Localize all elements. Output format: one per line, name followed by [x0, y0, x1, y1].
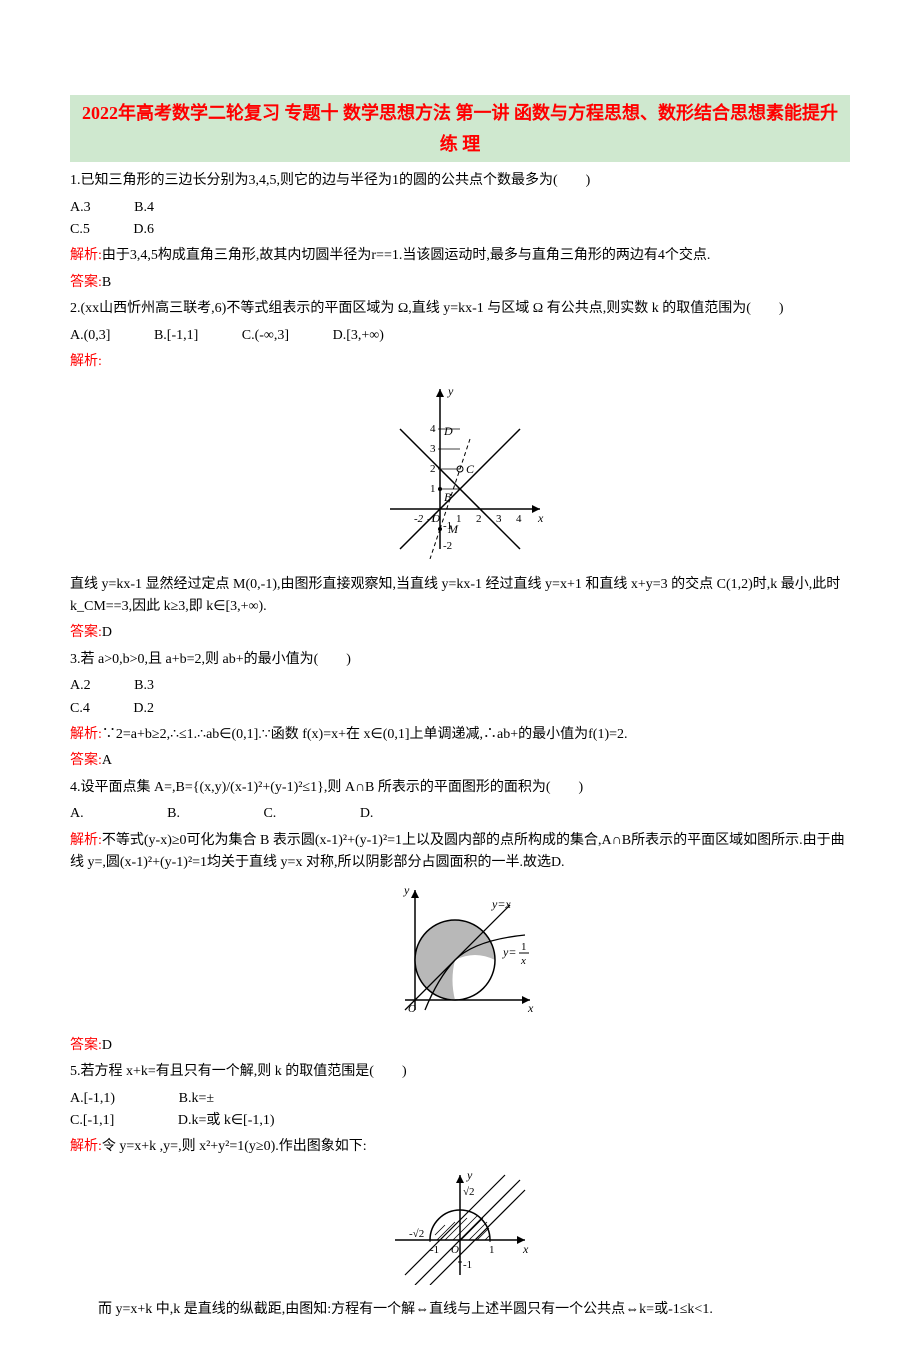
q2-text: 2.(xx山西忻州高三联考,6)不等式组表示的平面区域为 Ω,直线 y=kx-1… [70, 298, 850, 320]
q3-options: A.2 B.3 C.4 D.2 [70, 675, 850, 720]
q1-solution-text: 由于3,4,5构成直角三角形,故其内切圆半径为r==1.当该圆运动时,最多与直角… [102, 248, 710, 263]
q1-optB: B.4 [134, 197, 154, 219]
q5-solution-label: 解析: [70, 1139, 102, 1154]
svg-text:x: x [527, 1001, 534, 1015]
q4-figure: O x y y=x y= 1 x [70, 880, 850, 1028]
q4-answer-text: D [102, 1038, 112, 1053]
q4-answer: 答案:D [70, 1035, 850, 1057]
q5-optA: A.[-1,1) [70, 1088, 115, 1110]
svg-text:M: M [447, 522, 459, 536]
q2-answer-label: 答案: [70, 625, 102, 640]
q3-optD: D.2 [133, 698, 154, 720]
q2-answer-text: D [102, 625, 112, 640]
q5-figure: √2 -√2 -1 1 O -1 x y [70, 1165, 850, 1293]
q1-options: A.3 B.4 C.5 D.6 [70, 197, 850, 242]
svg-text:y: y [447, 384, 454, 398]
svg-text:x: x [520, 955, 526, 967]
q3-answer-text: A [102, 753, 112, 768]
q2-optC: C.(-∞,3] [242, 325, 289, 347]
q3-text: 3.若 a>0,b>0,且 a+b=2,则 ab+的最小值为( ) [70, 649, 850, 671]
q1-text: 1.已知三角形的三边长分别为3,4,5,则它的边与半径为1的圆的公共点个数最多为… [70, 170, 850, 192]
svg-text:2: 2 [476, 513, 482, 525]
svg-text:-1: -1 [463, 1259, 472, 1271]
q5-solution2: 而 y=x+k 中,k 是直线的纵截距,由图知:方程有一个解⇔直线与上述半圆只有… [70, 1299, 850, 1321]
q1-answer-label: 答案: [70, 275, 102, 290]
q5-solution-text1: 令 y=x+k ,y=,则 x²+y²=1(y≥0).作出图象如下: [102, 1139, 367, 1154]
svg-text:3: 3 [496, 513, 502, 525]
q5-options: A.[-1,1) B.k=± C.[-1,1] D.k=或 k∈[-1,1) [70, 1088, 850, 1133]
q1-optC: C.5 [70, 219, 90, 241]
q2-solution-text: 直线 y=kx-1 显然经过定点 M(0,-1),由图形直接观察知,当直线 y=… [70, 574, 850, 619]
q3-solution-label: 解析: [70, 727, 102, 742]
q3-solution-text: ∵2=a+b≥2,∴≤1.∴ab∈(0,1].∵函数 f(x)=x+在 x∈(0… [102, 727, 628, 742]
q4-solution-label: 解析: [70, 833, 102, 848]
q5-solution: 解析:令 y=x+k ,y=,则 x²+y²=1(y≥0).作出图象如下: [70, 1136, 850, 1158]
q5-optD: D.k=或 k∈[-1,1) [178, 1110, 275, 1132]
q4-options: A. B. C. D. [70, 803, 850, 825]
q5-text: 5.若方程 x+k=有且只有一个解,则 k 的取值范围是( ) [70, 1061, 850, 1083]
q4-text: 4.设平面点集 A=,B={(x,y)/(x-1)²+(y-1)²≤1},则 A… [70, 777, 850, 799]
svg-text:x: x [522, 1242, 529, 1256]
q4-optD: D. [360, 803, 374, 825]
svg-text:y: y [466, 1168, 473, 1182]
q1-solution-label: 解析: [70, 248, 102, 263]
q1-answer-text: B [102, 275, 111, 290]
svg-text:D: D [443, 424, 453, 438]
q4-optA: A. [70, 803, 84, 825]
q1-answer: 答案:B [70, 272, 850, 294]
svg-text:-2: -2 [443, 540, 452, 552]
svg-text:y: y [403, 883, 410, 897]
q4-answer-label: 答案: [70, 1038, 102, 1053]
q3-answer: 答案:A [70, 750, 850, 772]
svg-text:O: O [451, 1244, 459, 1256]
q2-optD: D.[3,+∞) [333, 325, 384, 347]
svg-text:y=: y= [502, 945, 516, 959]
q2-optA: A.(0,3] [70, 325, 110, 347]
svg-text:1: 1 [430, 483, 436, 495]
svg-text:3: 3 [430, 443, 436, 455]
q4-optC: C. [263, 803, 276, 825]
svg-text:x: x [537, 511, 544, 525]
q3-answer-label: 答案: [70, 753, 102, 768]
q2-options: A.(0,3] B.[-1,1] C.(-∞,3] D.[3,+∞) [70, 325, 850, 347]
svg-text:2: 2 [430, 463, 436, 475]
page-title: 2022年高考数学二轮复习 专题十 数学思想方法 第一讲 函数与方程思想、数形结… [70, 95, 850, 162]
q4-solution-text: 不等式(y-x)≥0可化为集合 B 表示圆(x-1)²+(y-1)²=1上以及圆… [70, 833, 845, 870]
q3-optA: A.2 [70, 675, 91, 697]
svg-text:C: C [466, 462, 475, 476]
svg-text:4: 4 [430, 423, 436, 435]
svg-text:√2: √2 [463, 1186, 475, 1198]
svg-text:y=x: y=x [491, 897, 511, 911]
q1-solution: 解析:由于3,4,5构成直角三角形,故其内切圆半径为r==1.当该圆运动时,最多… [70, 245, 850, 267]
svg-text:4: 4 [516, 513, 522, 525]
svg-text:B: B [444, 490, 452, 504]
q2-optB: B.[-1,1] [154, 325, 198, 347]
q2-solution-label-line: 解析: [70, 351, 850, 373]
q1-optA: A.3 [70, 197, 91, 219]
q5-optB: B.k=± [179, 1088, 214, 1110]
svg-text:-√2: -√2 [409, 1228, 424, 1240]
svg-text:1: 1 [489, 1244, 495, 1256]
svg-text:O: O [408, 1003, 416, 1015]
q2-solution-label: 解析: [70, 354, 102, 369]
q5-optC: C.[-1,1] [70, 1110, 114, 1132]
q4-solution: 解析:不等式(y-x)≥0可化为集合 B 表示圆(x-1)²+(y-1)²=1上… [70, 830, 850, 875]
q3-optC: C.4 [70, 698, 90, 720]
q1-optD: D.6 [133, 219, 154, 241]
svg-text:-2: -2 [414, 513, 424, 525]
q4-optB: B. [167, 803, 180, 825]
q2-answer: 答案:D [70, 622, 850, 644]
svg-text:1: 1 [521, 941, 527, 953]
q3-optB: B.3 [134, 675, 154, 697]
svg-text:-1: -1 [430, 1244, 439, 1256]
q3-solution: 解析:∵2=a+b≥2,∴≤1.∴ab∈(0,1].∵函数 f(x)=x+在 x… [70, 724, 850, 746]
q2-figure: -2 -1 O 1 2 3 4 1 2 3 4 -1 -2 C B D M x … [70, 379, 850, 567]
